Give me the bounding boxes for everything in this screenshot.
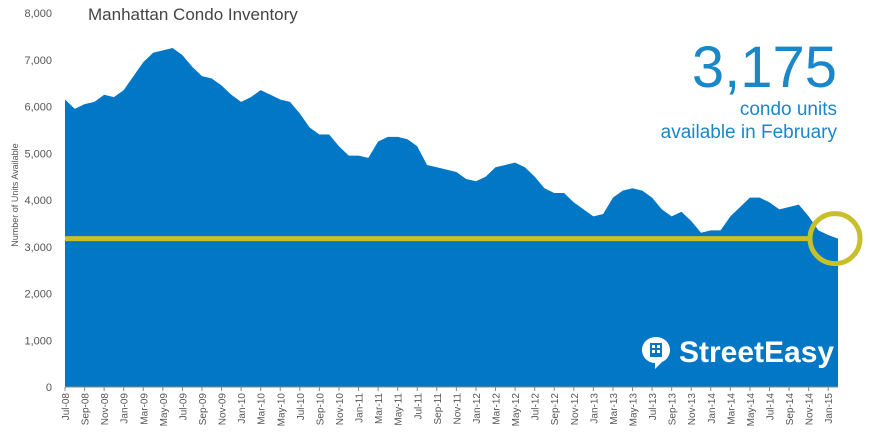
- x-tick-label: Nov-12: [570, 393, 581, 426]
- x-tick-label: Jan-11: [355, 393, 366, 423]
- x-tick-label: Jan-13: [589, 393, 600, 424]
- x-tick-label: Mar-12: [492, 393, 503, 425]
- y-tick-label: 4,000: [24, 195, 52, 207]
- x-tick-label: Jul-12: [531, 393, 542, 421]
- brand-name: StreetEasy: [679, 336, 835, 369]
- callout-line-2: available in February: [660, 122, 837, 143]
- x-axis-tick-labels: Jul-08 Sep-08 Nov-08 Jan-09 Mar-09 May-09 Jul-…: [61, 387, 835, 426]
- x-tick-label: Nov-08: [100, 393, 111, 426]
- x-tick-label: Jul-14: [766, 393, 777, 421]
- x-tick-label: May-09: [159, 393, 170, 427]
- x-tick-label: May-12: [511, 393, 522, 427]
- x-tick-label: Nov-13: [687, 393, 698, 426]
- building-speech-bubble-icon: [642, 337, 670, 369]
- x-tick-label: Jul-09: [178, 393, 189, 421]
- y-tick-label: 8,000: [24, 8, 52, 20]
- x-tick-label: Mar-11: [374, 393, 385, 424]
- x-tick-label: Jul-13: [648, 393, 659, 421]
- x-tick-label: Sep-08: [81, 393, 92, 426]
- x-tick-label: Sep-10: [315, 393, 326, 426]
- y-axis-label: Number of Units Available: [10, 143, 20, 247]
- x-tick-label: Jan-15: [824, 393, 835, 424]
- series-area: [65, 48, 838, 388]
- x-tick-label: Nov-11: [452, 393, 463, 425]
- y-tick-label: 6,000: [24, 102, 52, 114]
- x-tick-label: Nov-14: [805, 393, 816, 426]
- streeteasy-logo: StreetEasy: [641, 333, 834, 373]
- x-tick-label: Mar-10: [257, 393, 268, 425]
- x-tick-label: Nov-09: [218, 393, 229, 426]
- callout-value: 3,175: [691, 35, 837, 100]
- chart-title: Manhattan Condo Inventory: [88, 5, 298, 24]
- y-tick-label: 1,000: [24, 335, 52, 347]
- y-axis-tick-labels: 0 1,000 2,000 3,000 4,000 5,000 6,000 7,000 8,00…: [24, 8, 52, 394]
- x-tick-label: May-10: [276, 393, 287, 427]
- x-tick-label: Sep-11: [433, 393, 444, 425]
- x-tick-label: May-13: [629, 393, 640, 427]
- x-tick-label: Sep-14: [785, 393, 796, 426]
- x-tick-label: Nov-10: [335, 393, 346, 426]
- y-tick-label: 7,000: [24, 55, 52, 67]
- callout-line-1: condo units: [739, 99, 837, 120]
- y-tick-label: 5,000: [24, 148, 52, 160]
- x-tick-label: Mar-09: [139, 393, 150, 425]
- current-value-circle: [807, 211, 863, 267]
- x-tick-label: Sep-13: [668, 393, 679, 426]
- x-tick-label: May-11: [394, 393, 405, 426]
- x-tick-label: Jan-10: [237, 393, 248, 424]
- x-tick-label: Jan-12: [472, 393, 483, 424]
- x-tick-label: Jan-14: [707, 393, 718, 424]
- x-tick-label: Jan-09: [120, 393, 131, 424]
- x-tick-label: Jul-10: [296, 393, 307, 421]
- x-tick-label: Mar-14: [726, 393, 737, 425]
- x-tick-label: Sep-09: [198, 393, 209, 426]
- y-tick-label: 2,000: [24, 289, 52, 301]
- x-tick-label: Sep-12: [550, 393, 561, 426]
- y-tick-label: 3,000: [24, 242, 52, 254]
- x-tick-label: Jul-11: [413, 393, 424, 420]
- y-tick-label: 0: [46, 382, 52, 394]
- current-inventory-callout: 3,175 condo units available in February: [661, 38, 837, 144]
- x-tick-label: Jul-08: [61, 393, 72, 421]
- x-tick-label: Mar-13: [609, 393, 620, 425]
- x-tick-label: May-14: [746, 393, 757, 427]
